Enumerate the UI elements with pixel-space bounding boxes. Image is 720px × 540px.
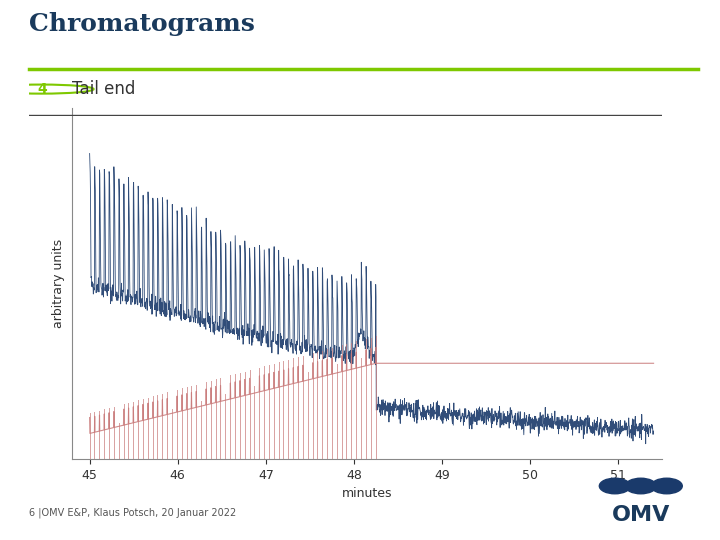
Y-axis label: arbitrary units: arbitrary units — [52, 239, 65, 328]
Text: 4: 4 — [37, 82, 47, 96]
Text: Chromatograms: Chromatograms — [29, 12, 255, 36]
Circle shape — [651, 478, 683, 494]
Text: 6 |OMV E&P, Klaus Potsch, 20 Januar 2022: 6 |OMV E&P, Klaus Potsch, 20 Januar 2022 — [29, 508, 236, 518]
Circle shape — [599, 478, 631, 494]
Text: OMV: OMV — [611, 505, 670, 525]
Circle shape — [625, 478, 657, 494]
X-axis label: minutes: minutes — [342, 487, 392, 500]
Text: Tail end: Tail end — [72, 80, 135, 98]
